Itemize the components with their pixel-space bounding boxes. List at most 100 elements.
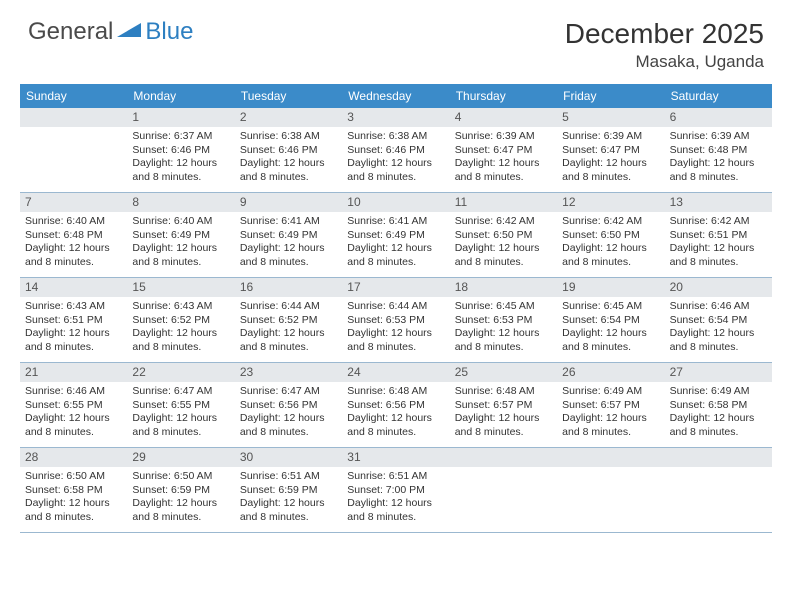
- sunrise-line: Sunrise: 6:42 AM: [670, 215, 767, 228]
- day-cell: 31Sunrise: 6:51 AMSunset: 7:00 PMDayligh…: [342, 448, 449, 532]
- sunrise-line: Sunrise: 6:39 AM: [455, 130, 552, 143]
- day-number: 10: [342, 193, 449, 212]
- sunrise-line: Sunrise: 6:40 AM: [132, 215, 229, 228]
- sunrise-line: Sunrise: 6:48 AM: [455, 385, 552, 398]
- day-details: Sunrise: 6:48 AMSunset: 6:56 PMDaylight:…: [342, 382, 449, 443]
- day-number: 15: [127, 278, 234, 297]
- sunrise-line: Sunrise: 6:50 AM: [132, 470, 229, 483]
- day-details: Sunrise: 6:47 AMSunset: 6:55 PMDaylight:…: [127, 382, 234, 443]
- week-row: 14Sunrise: 6:43 AMSunset: 6:51 PMDayligh…: [20, 278, 772, 363]
- day-details: Sunrise: 6:39 AMSunset: 6:47 PMDaylight:…: [450, 127, 557, 188]
- day-cell: 27Sunrise: 6:49 AMSunset: 6:58 PMDayligh…: [665, 363, 772, 447]
- daylight-line: Daylight: 12 hours and 8 minutes.: [25, 497, 122, 524]
- day-number: 7: [20, 193, 127, 212]
- day-details: Sunrise: 6:51 AMSunset: 7:00 PMDaylight:…: [342, 467, 449, 528]
- daylight-line: Daylight: 12 hours and 8 minutes.: [670, 327, 767, 354]
- day-details: Sunrise: 6:46 AMSunset: 6:54 PMDaylight:…: [665, 297, 772, 358]
- day-number: 21: [20, 363, 127, 382]
- day-details: Sunrise: 6:50 AMSunset: 6:58 PMDaylight:…: [20, 467, 127, 528]
- day-number: 28: [20, 448, 127, 467]
- day-number: 31: [342, 448, 449, 467]
- weekday-header: Thursday: [450, 84, 557, 108]
- day-details: Sunrise: 6:42 AMSunset: 6:50 PMDaylight:…: [450, 212, 557, 273]
- sunrise-line: Sunrise: 6:40 AM: [25, 215, 122, 228]
- sunset-line: Sunset: 6:55 PM: [132, 399, 229, 412]
- day-details: Sunrise: 6:39 AMSunset: 6:48 PMDaylight:…: [665, 127, 772, 188]
- day-number: 23: [235, 363, 342, 382]
- day-number: 22: [127, 363, 234, 382]
- day-number: 11: [450, 193, 557, 212]
- sunrise-line: Sunrise: 6:44 AM: [347, 300, 444, 313]
- weekday-header: Friday: [557, 84, 664, 108]
- day-details: Sunrise: 6:37 AMSunset: 6:46 PMDaylight:…: [127, 127, 234, 188]
- day-number: 13: [665, 193, 772, 212]
- sunset-line: Sunset: 6:59 PM: [132, 484, 229, 497]
- day-cell: 24Sunrise: 6:48 AMSunset: 6:56 PMDayligh…: [342, 363, 449, 447]
- day-cell: 21Sunrise: 6:46 AMSunset: 6:55 PMDayligh…: [20, 363, 127, 447]
- day-number: 26: [557, 363, 664, 382]
- sunrise-line: Sunrise: 6:47 AM: [240, 385, 337, 398]
- day-number: 14: [20, 278, 127, 297]
- sunset-line: Sunset: 6:50 PM: [455, 229, 552, 242]
- sunrise-line: Sunrise: 6:42 AM: [562, 215, 659, 228]
- day-number: 5: [557, 108, 664, 127]
- daylight-line: Daylight: 12 hours and 8 minutes.: [240, 242, 337, 269]
- daylight-line: Daylight: 12 hours and 8 minutes.: [132, 327, 229, 354]
- day-details: Sunrise: 6:49 AMSunset: 6:58 PMDaylight:…: [665, 382, 772, 443]
- location: Masaka, Uganda: [565, 52, 764, 72]
- daylight-line: Daylight: 12 hours and 8 minutes.: [455, 412, 552, 439]
- day-number: 20: [665, 278, 772, 297]
- sunrise-line: Sunrise: 6:38 AM: [347, 130, 444, 143]
- day-cell: 10Sunrise: 6:41 AMSunset: 6:49 PMDayligh…: [342, 193, 449, 277]
- day-details: Sunrise: 6:48 AMSunset: 6:57 PMDaylight:…: [450, 382, 557, 443]
- daylight-line: Daylight: 12 hours and 8 minutes.: [455, 157, 552, 184]
- day-details: Sunrise: 6:42 AMSunset: 6:50 PMDaylight:…: [557, 212, 664, 273]
- day-cell: 6Sunrise: 6:39 AMSunset: 6:48 PMDaylight…: [665, 108, 772, 192]
- day-cell: 14Sunrise: 6:43 AMSunset: 6:51 PMDayligh…: [20, 278, 127, 362]
- sunrise-line: Sunrise: 6:43 AM: [132, 300, 229, 313]
- sunset-line: Sunset: 6:52 PM: [240, 314, 337, 327]
- sunrise-line: Sunrise: 6:50 AM: [25, 470, 122, 483]
- logo-text-blue: Blue: [145, 18, 193, 46]
- weekday-header: Tuesday: [235, 84, 342, 108]
- weekday-header: Monday: [127, 84, 234, 108]
- daylight-line: Daylight: 12 hours and 8 minutes.: [455, 327, 552, 354]
- day-details: Sunrise: 6:50 AMSunset: 6:59 PMDaylight:…: [127, 467, 234, 528]
- day-cell: 5Sunrise: 6:39 AMSunset: 6:47 PMDaylight…: [557, 108, 664, 192]
- day-number: 12: [557, 193, 664, 212]
- day-details: Sunrise: 6:40 AMSunset: 6:49 PMDaylight:…: [127, 212, 234, 273]
- sunset-line: Sunset: 6:58 PM: [25, 484, 122, 497]
- day-cell: 8Sunrise: 6:40 AMSunset: 6:49 PMDaylight…: [127, 193, 234, 277]
- weekday-header: Wednesday: [342, 84, 449, 108]
- sunset-line: Sunset: 6:48 PM: [670, 144, 767, 157]
- sunset-line: Sunset: 6:58 PM: [670, 399, 767, 412]
- day-details: Sunrise: 6:51 AMSunset: 6:59 PMDaylight:…: [235, 467, 342, 528]
- weekday-header: Saturday: [665, 84, 772, 108]
- daylight-line: Daylight: 12 hours and 8 minutes.: [562, 412, 659, 439]
- day-cell: 16Sunrise: 6:44 AMSunset: 6:52 PMDayligh…: [235, 278, 342, 362]
- daylight-line: Daylight: 12 hours and 8 minutes.: [670, 242, 767, 269]
- sunset-line: Sunset: 6:49 PM: [347, 229, 444, 242]
- day-details: Sunrise: 6:39 AMSunset: 6:47 PMDaylight:…: [557, 127, 664, 188]
- sunset-line: Sunset: 6:49 PM: [240, 229, 337, 242]
- daylight-line: Daylight: 12 hours and 8 minutes.: [25, 327, 122, 354]
- sunset-line: Sunset: 6:49 PM: [132, 229, 229, 242]
- daylight-line: Daylight: 12 hours and 8 minutes.: [347, 157, 444, 184]
- day-cell: 2Sunrise: 6:38 AMSunset: 6:46 PMDaylight…: [235, 108, 342, 192]
- sunrise-line: Sunrise: 6:51 AM: [240, 470, 337, 483]
- day-number: 19: [557, 278, 664, 297]
- sunset-line: Sunset: 6:52 PM: [132, 314, 229, 327]
- sunset-line: Sunset: 6:47 PM: [562, 144, 659, 157]
- day-number: 3: [342, 108, 449, 127]
- day-cell: 1Sunrise: 6:37 AMSunset: 6:46 PMDaylight…: [127, 108, 234, 192]
- sunrise-line: Sunrise: 6:41 AM: [347, 215, 444, 228]
- day-cell: 29Sunrise: 6:50 AMSunset: 6:59 PMDayligh…: [127, 448, 234, 532]
- sunrise-line: Sunrise: 6:45 AM: [562, 300, 659, 313]
- sunset-line: Sunset: 6:46 PM: [347, 144, 444, 157]
- day-details: Sunrise: 6:41 AMSunset: 6:49 PMDaylight:…: [235, 212, 342, 273]
- daylight-line: Daylight: 12 hours and 8 minutes.: [562, 327, 659, 354]
- sunrise-line: Sunrise: 6:51 AM: [347, 470, 444, 483]
- day-details: Sunrise: 6:40 AMSunset: 6:48 PMDaylight:…: [20, 212, 127, 273]
- day-number: 1: [127, 108, 234, 127]
- sunrise-line: Sunrise: 6:39 AM: [562, 130, 659, 143]
